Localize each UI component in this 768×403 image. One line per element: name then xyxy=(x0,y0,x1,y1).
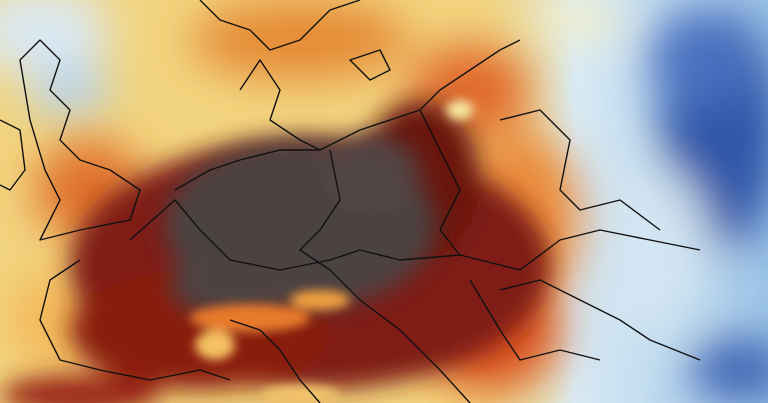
borders xyxy=(0,0,701,403)
alpine-spots xyxy=(190,100,474,403)
extreme-zones xyxy=(165,135,435,320)
